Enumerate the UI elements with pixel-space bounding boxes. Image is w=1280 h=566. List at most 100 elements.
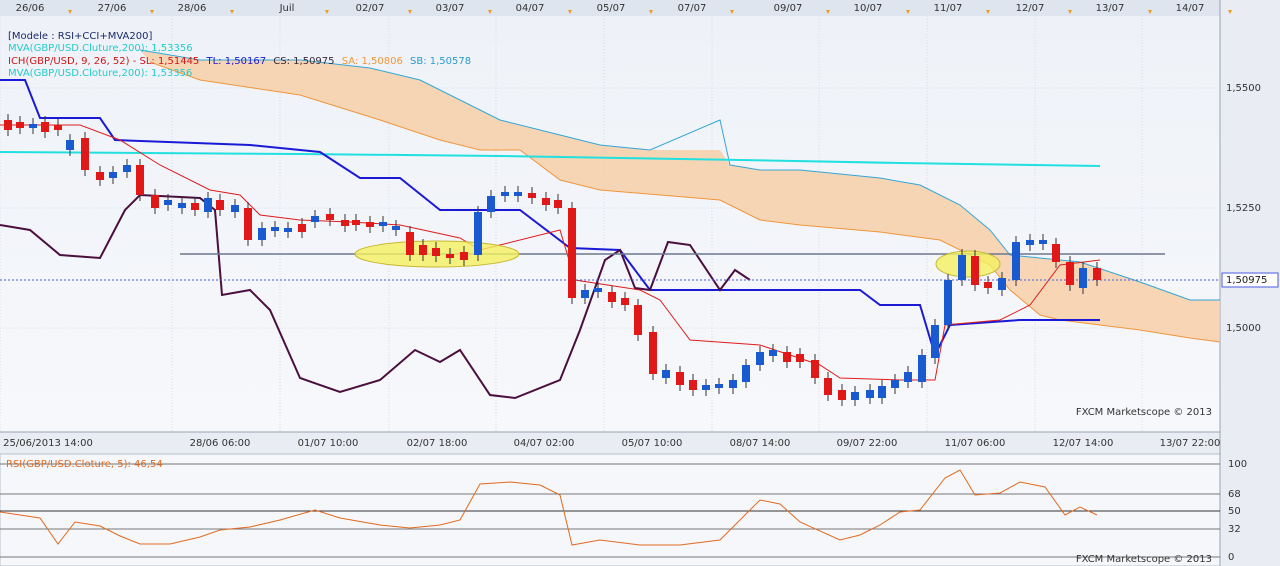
session-marker	[906, 10, 910, 14]
session-marker	[325, 10, 329, 14]
candle-body	[554, 200, 562, 208]
highlight	[935, 250, 1001, 278]
rsi-label: 100	[1228, 459, 1247, 470]
candle-body	[41, 122, 49, 132]
candle-body	[851, 392, 859, 400]
candle-body	[1012, 242, 1020, 280]
candle-body	[742, 365, 750, 382]
session-marker	[568, 10, 572, 14]
top-date: 12/07	[1016, 3, 1045, 14]
main-panel	[0, 16, 1220, 432]
candle-body	[608, 292, 616, 302]
legend-mva: MVA(GBP/USD.Cluture,200): 1,53356	[8, 43, 193, 54]
time-label: 04/07 02:00	[514, 438, 575, 449]
session-marker	[230, 10, 234, 14]
candle-body	[96, 172, 104, 180]
candle-body	[81, 138, 89, 170]
candle-body	[581, 290, 589, 298]
top-date: 13/07	[1096, 3, 1125, 14]
candle-body	[1079, 268, 1087, 288]
candle-body	[419, 245, 427, 255]
candle-body	[66, 140, 74, 150]
rsi-label: 50	[1228, 506, 1241, 517]
candle-body	[298, 224, 306, 232]
candle-body	[406, 232, 414, 255]
legend-ich: ICH(GBP/USD, 9, 26, 52) - SL: 1,51445 TL…	[8, 56, 471, 67]
candle-body	[1026, 240, 1034, 245]
candle-body	[878, 386, 886, 398]
candle-body	[715, 384, 723, 388]
legend-model: [Modele : RSI+CCI+MVA200]	[8, 31, 152, 42]
candle-body	[4, 120, 12, 130]
candle-body	[514, 192, 522, 196]
time-label: 11/07 06:00	[945, 438, 1006, 449]
time-label: 12/07 14:00	[1053, 438, 1114, 449]
kijun-sen	[0, 79, 1100, 358]
candle-body	[352, 220, 360, 225]
rsi-label: 0	[1228, 552, 1234, 563]
candle-body	[178, 203, 186, 208]
candle-body	[474, 212, 482, 255]
candle-body	[998, 278, 1006, 290]
candle-body	[811, 360, 819, 378]
candle-body	[446, 254, 454, 258]
candle-body	[621, 298, 629, 305]
candle-body	[1093, 268, 1101, 280]
candle-body	[191, 203, 199, 210]
candle-body	[151, 195, 159, 208]
session-marker	[1228, 10, 1232, 14]
candle-body	[216, 200, 224, 210]
watermark: FXCM Marketscope © 2013	[1076, 407, 1212, 418]
top-date: 02/07	[356, 3, 385, 14]
candle-body	[341, 220, 349, 226]
top-date: 14/07	[1176, 3, 1205, 14]
rsi-line	[0, 469, 1098, 546]
candle-body	[594, 288, 602, 292]
candle-body	[284, 228, 292, 232]
time-label: 02/07 18:00	[407, 438, 468, 449]
top-date: Juil	[279, 3, 295, 14]
candle-body	[769, 350, 777, 356]
candle-body	[244, 208, 252, 240]
candle-body	[649, 332, 657, 374]
senkou-b	[139, 49, 1220, 301]
candle-body	[689, 380, 697, 390]
candle-body	[676, 372, 684, 385]
candle-body	[16, 122, 24, 128]
candle-body	[756, 352, 764, 365]
candle-body	[891, 380, 899, 388]
candle-body	[931, 325, 939, 358]
top-date: 07/07	[678, 3, 707, 14]
top-date: 26/06	[16, 3, 45, 14]
candle-body	[29, 124, 37, 128]
session-marker	[986, 10, 990, 14]
time-label: 28/06 06:00	[190, 438, 251, 449]
candle-body	[634, 305, 642, 335]
candle-body	[838, 390, 846, 400]
candle-body	[136, 165, 144, 195]
candle-body	[326, 214, 334, 220]
candle-body	[487, 196, 495, 212]
legend-mva: MVA(GBP/USD.Cloture,200): 1,53356	[8, 68, 192, 79]
rsi-label: 68	[1228, 489, 1241, 500]
price-label: 1,5250	[1226, 203, 1261, 214]
time-label: 09/07 22:00	[837, 438, 898, 449]
top-date: 28/06	[178, 3, 207, 14]
candle-body	[662, 370, 670, 378]
candle-body	[971, 256, 979, 285]
candle-body	[702, 385, 710, 390]
tenkan-sen	[0, 124, 1101, 381]
legend-sb: SB: 1,50578	[410, 56, 471, 67]
candle-body	[958, 255, 966, 280]
session-marker	[826, 10, 830, 14]
time-label: 25/06/2013 14:00	[3, 438, 93, 449]
top-date: 11/07	[934, 3, 963, 14]
candle-body	[460, 252, 468, 260]
top-date: 10/07	[854, 3, 883, 14]
candle-body	[1039, 240, 1047, 244]
candle-body	[432, 248, 440, 256]
legend-tl: TL: 1,50167	[206, 56, 267, 67]
rsi-legend: RSI(GBP/USD.Cloture, 5): 46,54	[6, 459, 163, 470]
candle-body	[1066, 262, 1074, 285]
